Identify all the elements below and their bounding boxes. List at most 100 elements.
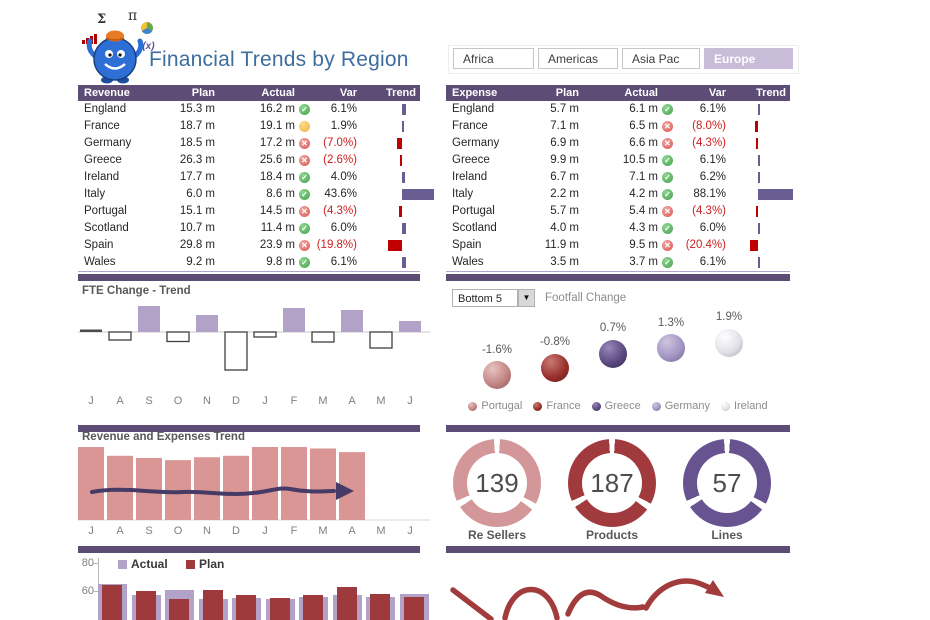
month-label: O xyxy=(174,395,183,407)
footfall-filter-dropdown[interactable]: Bottom 5 xyxy=(452,289,518,307)
table-header: Expense Plan Actual Var Trend xyxy=(446,85,790,101)
month-label: S xyxy=(145,525,152,537)
country-name: Ireland xyxy=(84,171,120,183)
actual-value: 18.4 m xyxy=(259,171,295,183)
y-axis-tick-80: 80 xyxy=(81,557,94,569)
donut-value: 187 xyxy=(582,453,642,513)
plan-bar-0 xyxy=(102,585,122,620)
table-row-scotland: Scotland 4.0 m 4.3 m ✓ 6.0% xyxy=(446,220,790,237)
fte-bar-A xyxy=(341,310,363,332)
status-bad-icon: ✕ xyxy=(299,155,310,166)
month-label: M xyxy=(376,525,385,537)
var-value: 6.1% xyxy=(330,103,357,115)
table-row-greece: Greece 9.9 m 10.5 m ✓ 6.1% xyxy=(446,152,790,169)
col-header-name: Revenue xyxy=(84,87,130,99)
actual-value: 5.4 m xyxy=(629,205,658,217)
trend-bar xyxy=(402,189,434,200)
month-label: A xyxy=(348,395,356,407)
actual-value: 6.1 m xyxy=(629,103,658,115)
month-label: A xyxy=(116,525,124,537)
bubble-label-portugal: -1.6% xyxy=(481,344,513,356)
table-row-italy: Italy 6.0 m 8.6 m ✓ 43.6% xyxy=(78,186,434,203)
trend-bar xyxy=(754,121,758,132)
status-warn-icon xyxy=(299,121,310,132)
arrowhead-icon xyxy=(336,482,354,500)
var-value: (20.4%) xyxy=(685,239,726,251)
divider xyxy=(446,271,790,272)
mascot-logo xyxy=(86,30,144,84)
var-value: 6.0% xyxy=(699,222,726,234)
table-row-italy: Italy 2.2 m 4.2 m ✓ 88.1% xyxy=(446,186,794,203)
actual-value: 6.5 m xyxy=(629,120,658,132)
actual-value: 17.2 m xyxy=(259,137,295,149)
revexp-chart-title: Revenue and Expenses Trend xyxy=(82,431,245,443)
donut-label: Lines xyxy=(711,528,743,542)
country-name: Germany xyxy=(452,137,500,149)
bubble-label-ireland: 1.9% xyxy=(715,311,743,323)
month-label: F xyxy=(291,525,298,537)
legend-label: Portugal xyxy=(481,400,523,412)
expense-table: Expense Plan Actual Var Trend England 5.7 m 6.1… xyxy=(446,85,794,271)
status-good-icon: ✓ xyxy=(299,223,310,234)
divider xyxy=(78,546,420,553)
country-name: Ireland xyxy=(452,171,488,183)
donut-value: 57 xyxy=(697,453,757,513)
actual-value: 3.7 m xyxy=(629,256,658,268)
status-bad-icon: ✕ xyxy=(299,240,310,251)
chevron-down-icon[interactable]: ▼ xyxy=(518,289,535,307)
status-good-icon: ✓ xyxy=(662,257,673,268)
tab-europe[interactable]: Europe xyxy=(704,48,793,69)
footfall-legend: Portugal France Greece Germany Ireland xyxy=(446,400,790,412)
fte-bar-D xyxy=(224,331,248,371)
donut-re-sellers: 139 xyxy=(453,439,541,527)
actual-value: 11.4 m xyxy=(260,222,295,234)
divider xyxy=(78,425,420,432)
plan-value: 26.3 m xyxy=(179,154,215,166)
trend-bar xyxy=(398,206,402,217)
legend-ball-icon xyxy=(468,401,478,411)
actual-value: 9.5 m xyxy=(629,239,658,251)
revexp-bar-6 xyxy=(252,447,278,520)
trend-wave-arrow xyxy=(450,578,724,620)
status-bad-icon: ✕ xyxy=(662,138,673,149)
actual-value: 10.5 m xyxy=(622,154,658,166)
plan-value: 17.7 m xyxy=(179,171,215,183)
revexp-bar-4 xyxy=(194,457,220,520)
plan-value: 5.7 m xyxy=(550,205,579,217)
tab-asia-pac[interactable]: Asia Pac xyxy=(622,48,700,69)
revexp-bar-7 xyxy=(281,447,307,520)
trend-bar xyxy=(758,155,761,166)
status-bad-icon: ✕ xyxy=(662,121,673,132)
fte-bar-M xyxy=(311,331,335,343)
trend-bar xyxy=(758,172,761,183)
legend-item-ireland: Ireland xyxy=(720,400,768,412)
country-name: Italy xyxy=(84,188,106,200)
month-label: J xyxy=(262,395,268,407)
trend-bar xyxy=(758,104,761,115)
var-value: (4.3%) xyxy=(692,137,726,149)
month-label: M xyxy=(318,395,327,407)
table-row-england: England 15.3 m 16.2 m ✓ 6.1% xyxy=(78,101,420,118)
fte-bar-J xyxy=(253,331,277,338)
actual-value: 14.5 m xyxy=(259,205,295,217)
plan-value: 11.9 m xyxy=(544,239,579,251)
table-header: Revenue Plan Actual Var Trend xyxy=(78,85,420,101)
legend-label: Ireland xyxy=(733,400,768,412)
donut-label: Products xyxy=(585,528,638,542)
plan-value: 10.7 m xyxy=(179,222,215,234)
table-row-spain: Spain 11.9 m 9.5 m ✕ (20.4%) xyxy=(446,237,790,254)
col-header-var: Var xyxy=(708,87,726,99)
tab-americas[interactable]: Americas xyxy=(538,48,618,69)
fte-bar-J xyxy=(80,329,102,332)
var-value: (4.3%) xyxy=(323,205,357,217)
status-good-icon: ✓ xyxy=(662,172,673,183)
country-name: Scotland xyxy=(452,222,497,234)
table-row-germany: Germany 18.5 m 17.2 m ✕ (7.0%) xyxy=(78,135,420,152)
country-name: Spain xyxy=(84,239,114,251)
tab-africa[interactable]: Africa xyxy=(453,48,534,69)
var-value: (19.8%) xyxy=(316,239,357,251)
actual-value: 25.6 m xyxy=(259,154,295,166)
table-row-portugal: Portugal 15.1 m 14.5 m ✕ (4.3%) xyxy=(78,203,420,220)
plan-value: 15.3 m xyxy=(179,103,215,115)
